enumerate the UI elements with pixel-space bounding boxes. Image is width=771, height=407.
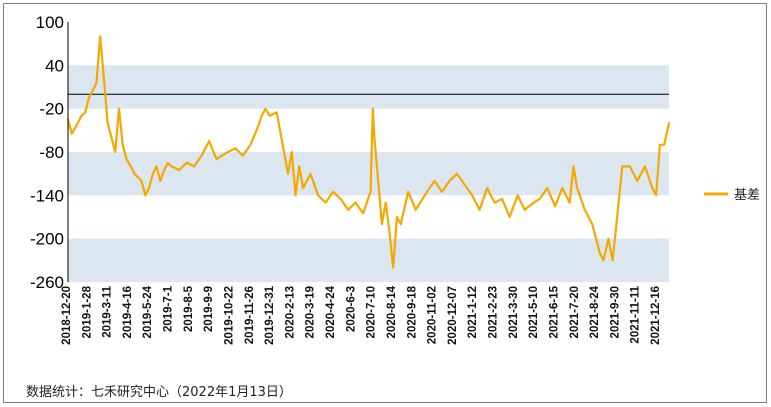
x-tick-label: 2020-6-3 bbox=[345, 286, 357, 332]
x-tick-label: 2021-8-24 bbox=[589, 285, 601, 338]
x-tick-label: 2020-8-14 bbox=[386, 285, 398, 338]
x-tick-label: 2019-12-31 bbox=[264, 285, 276, 344]
x-tick-label: 2019-3-11 bbox=[102, 285, 114, 337]
x-tick-label: 2020-7-10 bbox=[366, 286, 378, 338]
x-tick-label: 2019-8-5 bbox=[183, 285, 195, 332]
x-tick-label: 2020-11-02 bbox=[427, 286, 439, 344]
y-tick-labels: 100 40 -20 -80 -140 -200 -260 bbox=[30, 13, 64, 292]
legend-label: 基差 bbox=[734, 188, 760, 203]
y-tick-label: -20 bbox=[39, 100, 64, 119]
shaded-band-1 bbox=[68, 152, 669, 196]
x-tick-label: 2021-11-11 bbox=[630, 285, 642, 343]
x-tick-label: 2021-3-30 bbox=[508, 286, 520, 338]
x-tick-label: 2021-7-20 bbox=[569, 286, 581, 338]
series-lines bbox=[66, 35, 671, 269]
x-tick-label: 2019-1-28 bbox=[81, 285, 93, 338]
series-line-0 bbox=[66, 35, 671, 269]
x-tick-label: 2019-5-24 bbox=[142, 285, 154, 338]
shaded-band-0 bbox=[68, 65, 669, 109]
x-tick-label: 2021-1-12 bbox=[467, 286, 479, 338]
x-tick-label: 2019-10-22 bbox=[223, 286, 235, 345]
x-tick-label: 2019-9-9 bbox=[203, 286, 215, 332]
x-tick-label: 2021-9-30 bbox=[609, 286, 621, 338]
x-tick-label: 2018-12-20 bbox=[61, 286, 73, 345]
x-tick-label: 2020-4-24 bbox=[325, 285, 337, 338]
shaded-bands bbox=[68, 65, 669, 282]
chart-frame: 100 40 -20 -80 -140 -200 -260 2018-12-20 2019-1… bbox=[3, 3, 767, 403]
x-tick-label: 2020-3-19 bbox=[305, 286, 317, 338]
y-tick-label: -260 bbox=[30, 273, 64, 292]
shaded-band-2 bbox=[68, 238, 669, 282]
x-tick-label: 2020-2-13 bbox=[284, 286, 296, 338]
x-tick-label: 2021-12-16 bbox=[650, 286, 662, 345]
y-tick-label: -140 bbox=[30, 186, 64, 205]
y-tick-label: -80 bbox=[39, 143, 64, 162]
legend: 基差 bbox=[704, 188, 760, 203]
chart: 100 40 -20 -80 -140 -200 -260 2018-12-20 2019-1… bbox=[30, 13, 760, 345]
x-tick-label: 2020-12-07 bbox=[447, 286, 459, 345]
x-tick-label: 2020-9-18 bbox=[406, 285, 418, 338]
x-tick-label: 2021-6-15 bbox=[548, 285, 560, 338]
x-tick-labels: 2018-12-20 2019-1-28 2019-3-11 2019-4-16 201… bbox=[61, 285, 662, 344]
x-tick-label: 2021-5-10 bbox=[528, 286, 540, 338]
x-tick-label: 2019-7-1 bbox=[163, 285, 175, 332]
data-source-note: 数据统计：七禾研究中心（2022年1月13日） bbox=[26, 385, 292, 400]
x-tick-label: 2019-4-16 bbox=[122, 286, 134, 338]
y-tick-label: 40 bbox=[45, 56, 64, 75]
x-tick-label: 2019-11-26 bbox=[244, 286, 256, 344]
x-tick-label: 2021-2-23 bbox=[488, 286, 500, 338]
y-tick-label: 100 bbox=[36, 13, 64, 32]
y-tick-label: -200 bbox=[30, 230, 64, 249]
